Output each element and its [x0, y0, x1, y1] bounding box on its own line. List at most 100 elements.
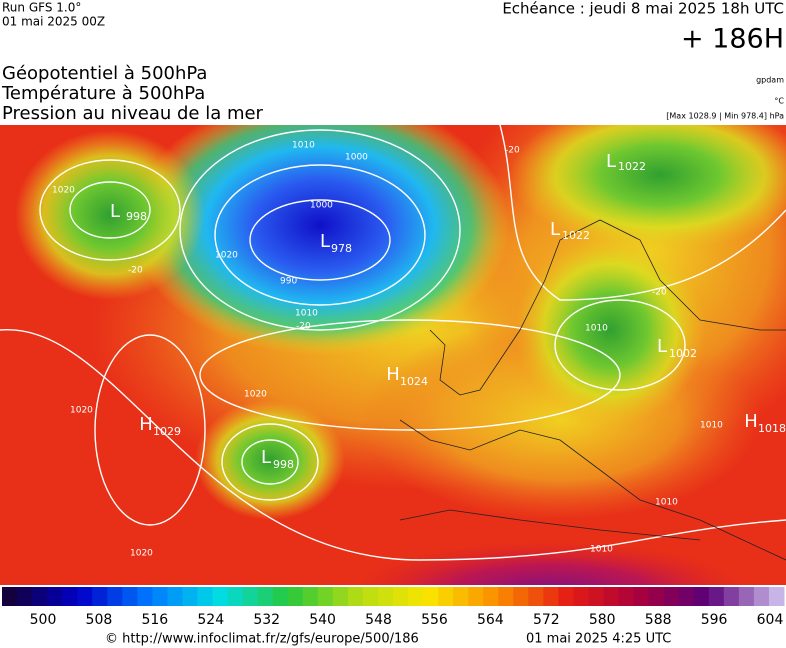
colorbar-tick-label: 532	[253, 612, 280, 628]
pressure-center-type: L	[320, 231, 330, 252]
pressure-center-type: L	[550, 219, 560, 240]
pressure-center-value: 1018	[758, 422, 786, 435]
pressure-center-type: H	[744, 411, 758, 432]
colorbar-swatch	[362, 587, 379, 606]
map	[0, 125, 786, 585]
colorbar-swatch	[227, 587, 244, 606]
field	[515, 235, 705, 425]
isobar	[554, 299, 686, 391]
isobar	[94, 334, 206, 526]
colorbar-swatch	[588, 587, 605, 606]
pressure-center-type: H	[386, 364, 400, 385]
temperature-label: -20	[505, 146, 520, 156]
colorbar-swatch	[468, 587, 484, 606]
colorbar-tick-label: 580	[589, 612, 616, 628]
pressure-center-type: L	[657, 336, 667, 357]
colorbar-swatch	[212, 587, 229, 606]
pressure-center-value: 1024	[400, 375, 428, 388]
coastline	[399, 219, 786, 561]
colorbar-swatch	[663, 587, 680, 606]
colorbar-swatch	[723, 587, 740, 606]
title-line: Température à 500hPa	[1, 83, 205, 104]
isobar	[69, 181, 151, 239]
colorbar-tick-label: 604	[757, 612, 784, 628]
colorbar-swatch	[272, 587, 289, 606]
isobar-label: 1020	[130, 549, 153, 559]
colorbar-swatch	[317, 587, 334, 606]
colorbar-swatch	[302, 587, 319, 606]
valid-time: Echéance : jeudi 8 mai 2025 18h UTC	[502, 0, 784, 18]
colorbar-tick-label: 556	[421, 612, 448, 628]
field	[130, 125, 510, 355]
colorbar-swatch	[483, 587, 499, 606]
isobar-label: 1020	[215, 251, 238, 261]
colorbar-swatch	[377, 587, 394, 606]
field	[195, 400, 345, 520]
generated-time: 01 mai 2025 4:25 UTC	[526, 632, 671, 647]
isobar-label: 1020	[52, 186, 75, 196]
run: Run GFS 1.0°	[2, 1, 81, 15]
isobar-label: 1000	[345, 153, 368, 163]
colorbar-swatch	[573, 587, 589, 606]
isobar-label: 1010	[700, 421, 723, 431]
colorbar-swatch	[528, 587, 544, 606]
colorbar-swatch	[242, 587, 259, 606]
lead-time: + 186H	[681, 24, 784, 55]
isobar	[179, 129, 461, 331]
colorbar-tick-label: 508	[86, 612, 113, 628]
field	[351, 540, 749, 585]
isobar	[39, 159, 181, 261]
colorbar-swatch	[393, 587, 409, 606]
colorbar-swatch	[137, 587, 153, 606]
field	[510, 125, 786, 250]
isobar-label: 990	[280, 277, 297, 287]
isobar	[199, 319, 621, 431]
colorbar-swatch	[753, 587, 770, 606]
colorbar-swatch	[693, 587, 710, 606]
source-url: © http://www.infoclimat.fr/z/gfs/europe/…	[105, 632, 419, 647]
pressure-center-value: 1022	[618, 160, 646, 173]
colorbar-swatch	[423, 587, 439, 606]
isobar-label: 1000	[310, 201, 333, 211]
isobar-label: 1020	[244, 390, 267, 400]
colorbar-swatch	[513, 587, 529, 606]
colorbar-swatch	[62, 587, 78, 606]
isobar	[249, 199, 391, 281]
temperature-label: -20	[296, 322, 311, 332]
run-date: 01 mai 2025 00Z	[2, 15, 105, 29]
colorbar: 500 508 516 524 532 540 548 556 564 572 580 588 596 6…	[2, 587, 785, 628]
colorbar-swatch	[648, 587, 665, 606]
colorbar-swatch	[543, 587, 559, 606]
title-line: Pression au niveau de la mer	[2, 103, 264, 124]
colorbar-tick-label: 540	[309, 612, 336, 628]
temperature-label: -20	[652, 288, 667, 298]
unit: °C	[774, 97, 784, 106]
isobar	[241, 439, 299, 485]
colorbar-swatch	[197, 587, 214, 606]
colorbar-swatch	[2, 587, 18, 606]
colorbar-swatch	[182, 587, 198, 606]
title-line: Géopotentiel à 500hPa	[2, 63, 207, 84]
colorbar-swatch	[122, 587, 138, 606]
colorbar-tick-label: 588	[645, 612, 672, 628]
pressure-center-value: 998	[126, 210, 147, 223]
pressure-center-value: 998	[273, 458, 294, 471]
isobar	[214, 164, 426, 306]
pressure-center-value: 978	[331, 242, 352, 255]
unit: [Max 1028.9 | Min 978.4] hPa	[666, 112, 784, 121]
colorbar-swatch	[558, 587, 574, 606]
colorbar-swatch	[17, 587, 33, 606]
isobar	[499, 125, 786, 301]
colorbar-swatch	[738, 587, 755, 606]
colorbar-tick-label: 572	[533, 612, 560, 628]
isobar-label: 1020	[70, 406, 93, 416]
colorbar-tick-label: 524	[197, 612, 224, 628]
colorbar-swatch	[92, 587, 108, 606]
pressure-center-type: L	[261, 447, 271, 468]
colorbar-tick-label: 516	[141, 612, 168, 628]
pressure-center-type: L	[110, 201, 120, 222]
colorbar-tick-label: 564	[477, 612, 504, 628]
colorbar-swatch	[498, 587, 514, 606]
colorbar-tick-label: 596	[701, 612, 728, 628]
